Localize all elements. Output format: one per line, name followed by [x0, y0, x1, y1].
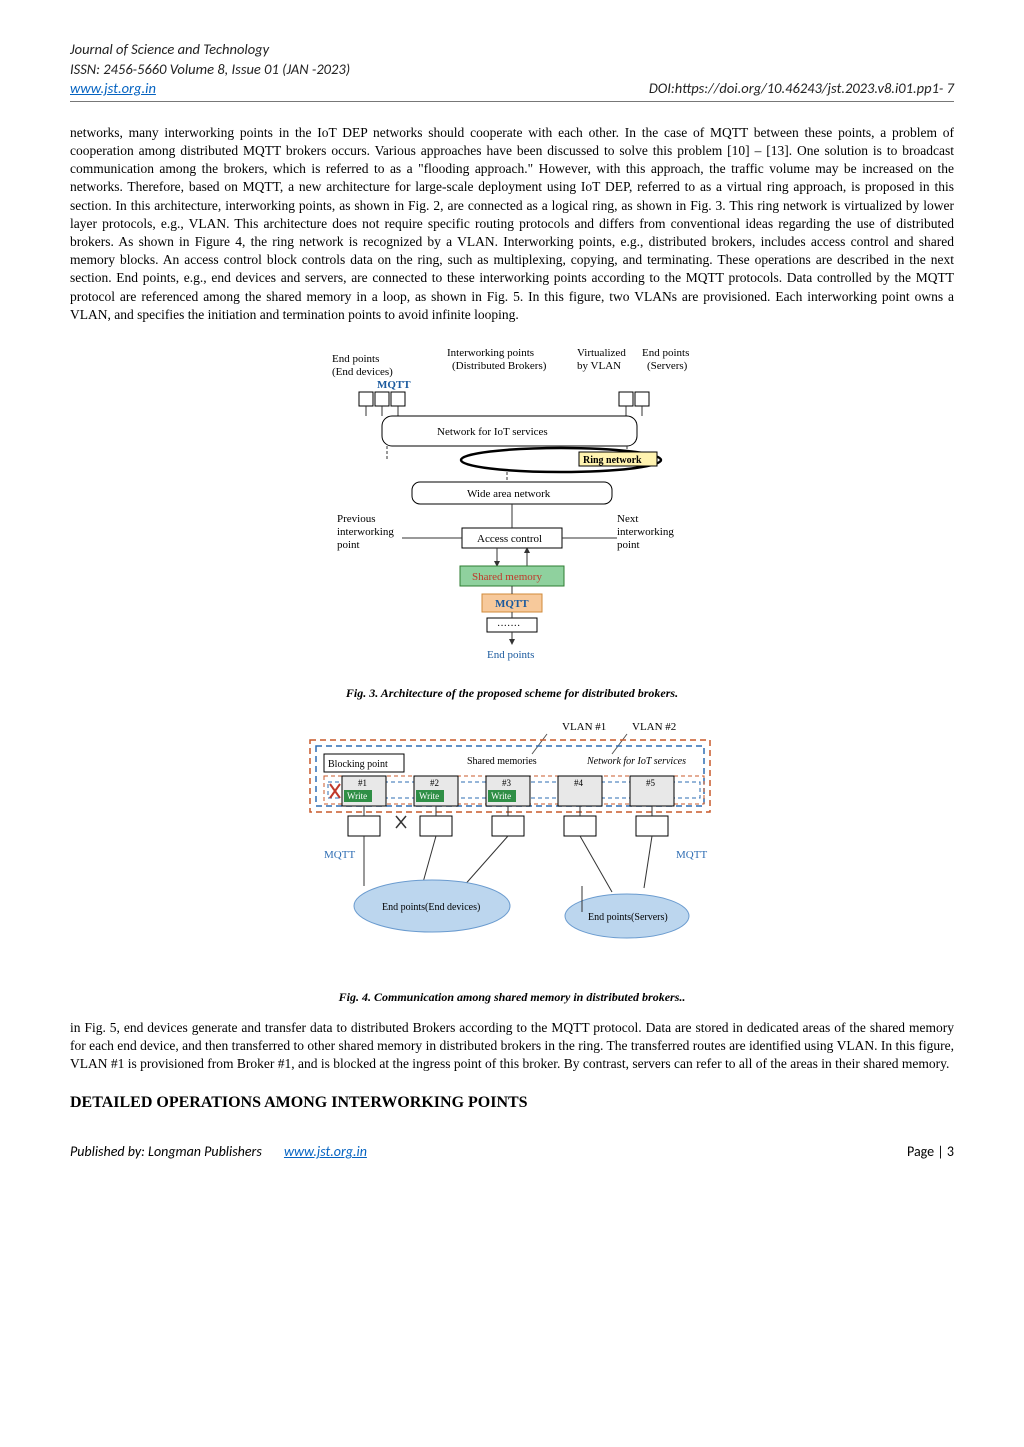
issn-line: ISSN: 2456-5660 Volume 8, Issue 01 (JAN …: [70, 60, 954, 80]
svg-text:End points(End devices): End points(End devices): [382, 902, 480, 913]
svg-text:End points: End points: [642, 347, 689, 359]
svg-text:·······: ·······: [497, 621, 520, 632]
svg-text:Network for IoT services: Network for IoT services: [586, 756, 686, 767]
svg-text:Shared memories: Shared memories: [467, 756, 537, 767]
journal-title: Journal of Science and Technology: [70, 40, 954, 60]
svg-text:Write: Write: [491, 791, 511, 801]
svg-text:End points: End points: [487, 649, 534, 661]
journal-url-link[interactable]: www.jst.org.in: [70, 79, 156, 99]
body-paragraph-1: networks, many interworking points in th…: [70, 124, 954, 324]
svg-text:(End devices): (End devices): [332, 366, 393, 378]
svg-text:(Servers): (Servers): [647, 360, 688, 372]
svg-text:Virtualized: Virtualized: [577, 347, 626, 359]
page-number: Page | 3: [907, 1143, 954, 1162]
figure-4-svg: VLAN #1 VLAN #2 Blocking point Shared me…: [292, 716, 732, 976]
svg-text:Write: Write: [419, 791, 439, 801]
svg-text:(Distributed Brokers): (Distributed Brokers): [452, 360, 547, 372]
svg-text:interworking: interworking: [617, 526, 674, 538]
figure-3-caption: Fig. 3. Architecture of the proposed sch…: [70, 685, 954, 701]
footer-url-link[interactable]: www.jst.org.in: [284, 1143, 367, 1160]
page-header: Journal of Science and Technology ISSN: …: [70, 40, 954, 102]
svg-text:Network for IoT services: Network for IoT services: [437, 426, 548, 438]
svg-text:End points(Servers): End points(Servers): [588, 912, 668, 923]
svg-text:point: point: [337, 539, 360, 551]
body-paragraph-2: in Fig. 5, end devices generate and tran…: [70, 1019, 954, 1074]
svg-text:MQTT: MQTT: [324, 849, 355, 861]
svg-text:Shared memory: Shared memory: [472, 571, 542, 583]
svg-text:VLAN #2: VLAN #2: [632, 721, 676, 733]
svg-text:MQTT: MQTT: [676, 849, 707, 861]
svg-text:#4: #4: [574, 778, 584, 788]
doi-text: DOI:https://doi.org/10.46243/jst.2023.v8…: [649, 79, 954, 99]
svg-text:MQTT: MQTT: [377, 379, 411, 391]
figure-4-caption: Fig. 4. Communication among shared memor…: [70, 989, 954, 1005]
figure-3: End points (End devices) Interworking po…: [70, 342, 954, 677]
svg-text:point: point: [617, 539, 640, 551]
svg-text:#2: #2: [430, 778, 439, 788]
svg-text:Write: Write: [347, 791, 367, 801]
svg-text:Wide area network: Wide area network: [467, 488, 551, 500]
section-heading: DETAILED OPERATIONS AMONG INTERWORKING P…: [70, 1092, 954, 1114]
svg-text:Ring network: Ring network: [583, 455, 642, 466]
figure-4: VLAN #1 VLAN #2 Blocking point Shared me…: [70, 716, 954, 981]
svg-text:MQTT: MQTT: [495, 598, 529, 610]
svg-text:#3: #3: [502, 778, 512, 788]
svg-text:#1: #1: [358, 778, 367, 788]
svg-text:End points: End points: [332, 353, 379, 365]
svg-text:by VLAN: by VLAN: [577, 360, 621, 372]
page-footer: Published by: Longman Publishers www.jst…: [70, 1143, 954, 1162]
svg-text:Access control: Access control: [477, 533, 542, 545]
figure-3-svg: End points (End devices) Interworking po…: [297, 342, 727, 672]
svg-text:#5: #5: [646, 778, 656, 788]
svg-text:VLAN #1: VLAN #1: [562, 721, 606, 733]
svg-text:interworking: interworking: [337, 526, 394, 538]
svg-text:Interworking points: Interworking points: [447, 347, 534, 359]
svg-text:Previous: Previous: [337, 513, 376, 525]
publisher-text: Published by: Longman Publishers: [70, 1143, 262, 1160]
svg-text:Next: Next: [617, 513, 638, 525]
svg-text:Blocking point: Blocking point: [328, 759, 388, 770]
